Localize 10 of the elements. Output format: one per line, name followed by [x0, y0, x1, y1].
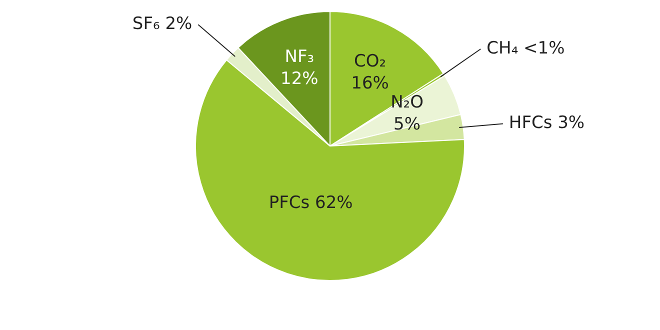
slice-label: SF₆ 2% [132, 14, 192, 34]
data-label: 5% [394, 114, 421, 134]
data-label: 12% [280, 68, 318, 89]
slice-label: CH₄ <1% [486, 38, 565, 58]
slice-label: N₂O [390, 92, 424, 112]
slice-label: HFCs 3% [508, 113, 585, 134]
data-label: 16% [351, 73, 389, 94]
slice-label: NF₃ [284, 46, 314, 67]
slice-label: PFCs 62% [268, 192, 353, 213]
slice-label: CO₂ [354, 51, 386, 72]
